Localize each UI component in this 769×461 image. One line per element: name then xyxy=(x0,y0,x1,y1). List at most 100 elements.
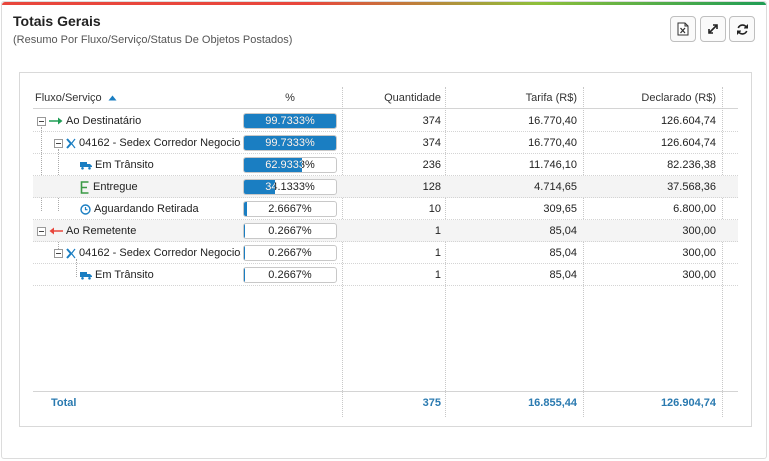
expand-button[interactable] xyxy=(700,16,726,42)
row-label: Entregue xyxy=(93,181,138,193)
sort-asc-icon xyxy=(108,95,117,101)
pct-label: 62.9333% xyxy=(265,159,315,171)
tree-guide xyxy=(76,259,77,277)
correios-logo-icon xyxy=(66,247,76,259)
excel-export-icon xyxy=(677,22,689,36)
pct-label: 99.7333% xyxy=(265,115,315,127)
pct-label: 34.1333% xyxy=(265,181,315,193)
table-row[interactable]: Em Trânsito 0.2667% 0.2667% 1 85,04 300,… xyxy=(33,264,738,286)
pct-label-inverse: 99.7333% xyxy=(265,137,315,149)
delivered-e-icon xyxy=(80,180,90,194)
panel-accent-bar xyxy=(2,2,766,5)
table-row[interactable]: Aguardando Retirada 2.6667% 2.6667% 10 3… xyxy=(33,198,738,220)
declarado-cell: 300,00 xyxy=(682,247,716,259)
pct-label: 2.6667% xyxy=(268,203,312,215)
col-header-fluxo-label: Fluxo/Serviço xyxy=(35,92,102,104)
qtd-cell: 128 xyxy=(422,181,441,193)
collapse-toggle[interactable] xyxy=(37,116,46,126)
col-header-declarado[interactable]: Declarado (R$) xyxy=(641,92,716,104)
col-header-fluxo[interactable]: Fluxo/Serviço xyxy=(35,87,117,109)
arrow-right-icon xyxy=(49,117,63,125)
qtd-cell: 1 xyxy=(434,269,441,281)
declarado-cell: 300,00 xyxy=(682,269,716,281)
tarifa-cell: 16.770,40 xyxy=(528,137,577,149)
tree-cell: Em Trânsito xyxy=(80,154,240,176)
collapse-toggle[interactable] xyxy=(54,248,63,258)
pct-bar: 0.2667% 0.2667% xyxy=(243,223,337,239)
totals-grid: Fluxo/Serviço % Quantidade Tarifa (R$) D… xyxy=(19,72,752,427)
row-label: Em Trânsito xyxy=(95,159,154,171)
qtd-cell: 374 xyxy=(422,137,441,149)
pct-bar-fill xyxy=(244,136,336,150)
declarado-cell: 6.800,00 xyxy=(673,203,716,215)
table-row[interactable]: Entregue 34.1333% 34.1333% 128 4.714,65 … xyxy=(33,176,738,198)
collapse-toggle[interactable] xyxy=(54,138,63,148)
table-row[interactable]: 04162 - Sedex Corredor Negocios 99.7333%… xyxy=(33,132,738,154)
tarifa-cell: 4.714,65 xyxy=(534,181,577,193)
pct-bar: 99.7333% 99.7333% xyxy=(243,135,337,151)
pct-label-inverse: 99.7333% xyxy=(265,115,315,127)
grid-header: Fluxo/Serviço % Quantidade Tarifa (R$) D… xyxy=(33,87,738,109)
tarifa-cell: 11.746,10 xyxy=(528,159,577,171)
tarifa-cell: 16.770,40 xyxy=(528,115,577,127)
col-separator xyxy=(722,87,723,417)
totals-row: Total 375 16.855,44 126.904,74 xyxy=(33,391,738,413)
table-row[interactable]: Ao Destinatário 99.7333% 99.7333% 374 16… xyxy=(33,110,738,132)
collapse-toggle[interactable] xyxy=(37,226,46,236)
pct-bar-clip: 2.6667% xyxy=(244,202,247,216)
total-label: Total xyxy=(51,397,77,409)
col-header-tarifa[interactable]: Tarifa (R$) xyxy=(525,92,577,104)
col-separator xyxy=(445,87,446,417)
declarado-cell: 82.236,38 xyxy=(667,159,716,171)
panel-subtitle: (Resumo Por Fluxo/Serviço/Status De Obje… xyxy=(13,34,293,46)
declarado-cell: 300,00 xyxy=(682,225,716,237)
total-qtd: 375 xyxy=(422,397,441,409)
table-row[interactable]: Em Trânsito 62.9333% 62.9333% 236 11.746… xyxy=(33,154,738,176)
tarifa-cell: 85,04 xyxy=(549,225,577,237)
correios-logo-icon xyxy=(66,137,76,149)
pct-label: 0.2667% xyxy=(268,269,312,281)
col-header-pct[interactable]: % xyxy=(285,92,295,104)
col-separator xyxy=(342,87,343,417)
tree-cell: 04162 - Sedex Corredor Negocios xyxy=(54,242,241,264)
expand-icon xyxy=(708,24,718,34)
clock-icon xyxy=(80,203,91,215)
pct-label-inverse: 2.6667% xyxy=(244,202,247,216)
qtd-cell: 236 xyxy=(422,159,441,171)
row-label: Em Trânsito xyxy=(95,269,154,281)
pct-bar-fill xyxy=(244,114,336,128)
refresh-button[interactable] xyxy=(729,16,755,42)
tarifa-cell: 85,04 xyxy=(549,247,577,259)
col-separator xyxy=(583,87,584,417)
qtd-cell: 10 xyxy=(428,203,441,215)
pct-bar: 62.9333% 62.9333% xyxy=(243,157,337,173)
arrow-left-icon xyxy=(49,227,63,235)
tree-guide xyxy=(58,237,59,255)
panel-title: Totais Gerais xyxy=(13,13,101,29)
table-row[interactable]: 04162 - Sedex Corredor Negocios 0.2667% … xyxy=(33,242,738,264)
total-declarado: 126.904,74 xyxy=(660,397,716,409)
pct-bar-clip: 99.7333% xyxy=(244,136,336,150)
table-row[interactable]: Ao Remetente 0.2667% 0.2667% 1 85,04 300… xyxy=(33,220,738,242)
row-label: 04162 - Sedex Corredor Negocios xyxy=(79,137,241,149)
qtd-cell: 1 xyxy=(434,225,441,237)
row-label: Ao Destinatário xyxy=(66,115,142,127)
pct-bar-clip: 62.9333% xyxy=(244,158,302,172)
pct-bar-fill xyxy=(244,180,276,194)
pct-label: 99.7333% xyxy=(265,137,315,149)
declarado-cell: 126.604,74 xyxy=(660,137,716,149)
export-excel-button[interactable] xyxy=(670,16,696,42)
tree-cell: Entregue xyxy=(80,176,240,198)
truck-icon xyxy=(80,271,92,280)
truck-icon xyxy=(80,161,92,170)
row-label: 04162 - Sedex Corredor Negocios xyxy=(79,247,241,259)
pct-bar-clip: 99.7333% xyxy=(244,114,336,128)
col-header-qtd[interactable]: Quantidade xyxy=(384,92,441,104)
pct-bar-fill xyxy=(244,158,302,172)
declarado-cell: 126.604,74 xyxy=(660,115,716,127)
pct-bar: 99.7333% 99.7333% xyxy=(243,113,337,129)
pct-bar: 0.2667% 0.2667% xyxy=(243,245,337,261)
declarado-cell: 37.568,36 xyxy=(667,181,716,193)
qtd-cell: 1 xyxy=(434,247,441,259)
